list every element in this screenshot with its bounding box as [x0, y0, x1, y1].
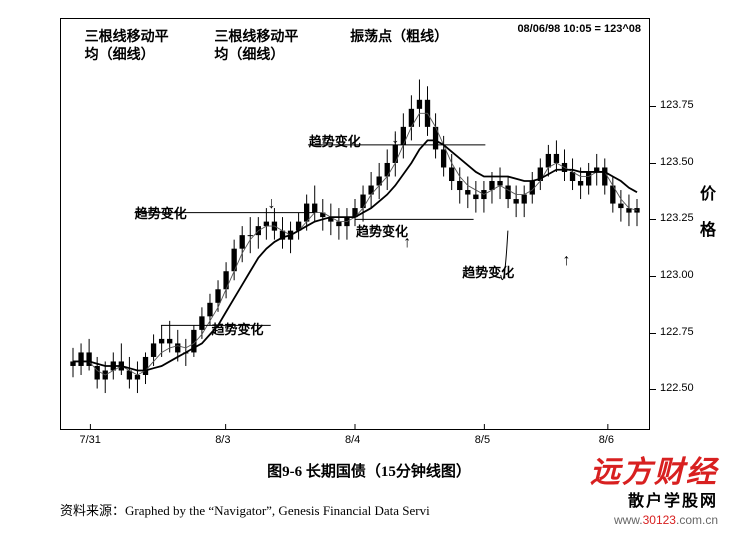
source-prefix: 资料来源： [60, 503, 125, 518]
chart-header-label-1: 三根线移动平 均（细线） [214, 29, 298, 65]
y-tick-label: 123.50 [660, 156, 694, 168]
watermark-url-pre: www. [614, 513, 643, 527]
chart-svg [61, 19, 649, 429]
y-axis-title-char: 价 [700, 180, 716, 204]
down-arrow-icon: ↓ [268, 196, 276, 212]
x-tick-label: 8/4 [345, 434, 360, 446]
chart-frame: 三根线移动平 均（细线） 三根线移动平 均（细线） 振荡点（粗线） 08/06/98 … [60, 18, 650, 430]
y-axis-title-char: 格 [700, 216, 716, 240]
y-tick-mark [650, 106, 656, 107]
chart-timestamp: 08/06/98 10:05 = 123^08 [517, 23, 641, 35]
x-tick-label: 7/31 [80, 434, 101, 446]
watermark-logo-cn: 远方财经 [590, 447, 718, 491]
trend-change-label-4: 趋势变化 [462, 262, 514, 281]
trend-change-label-2: 趋势变化 [309, 131, 361, 150]
watermark-url-post: .com.cn [676, 513, 718, 527]
x-tick-label: 8/3 [215, 434, 230, 446]
trend-change-label-3: 趋势变化 [356, 221, 408, 240]
watermark-url-mid: 30123 [643, 513, 676, 527]
source-english: Graphed by the “Navigator”, Genesis Fina… [125, 503, 430, 518]
trend-change-label-0: 趋势变化 [211, 319, 263, 338]
y-tick-mark [650, 163, 656, 164]
up-arrow-icon: ↑ [403, 235, 411, 251]
y-tick-mark [650, 276, 656, 277]
x-tick-label: 8/6 [599, 434, 614, 446]
watermark-site: 散户学股网 [628, 487, 718, 511]
chart-header-label-2: 振荡点（粗线） [350, 29, 448, 47]
y-tick-label: 123.75 [660, 99, 694, 111]
y-tick-mark [650, 389, 656, 390]
source-line: 资料来源：Graphed by the “Navigator”, Genesis… [60, 500, 430, 519]
chart-header-label-0: 三根线移动平 均（细线） [85, 29, 169, 65]
up-arrow-icon: ↑ [563, 253, 571, 269]
y-tick-mark [650, 333, 656, 334]
y-tick-mark [650, 219, 656, 220]
down-arrow-icon: ↓ [391, 131, 399, 147]
y-tick-label: 123.25 [660, 212, 694, 224]
trend-change-label-1: 趋势变化 [135, 203, 187, 222]
y-tick-label: 122.75 [660, 326, 694, 338]
y-tick-label: 122.50 [660, 382, 694, 394]
y-tick-label: 123.00 [660, 269, 694, 281]
watermark-url: www.30123.com.cn [614, 513, 718, 527]
x-tick-label: 8/5 [475, 434, 490, 446]
